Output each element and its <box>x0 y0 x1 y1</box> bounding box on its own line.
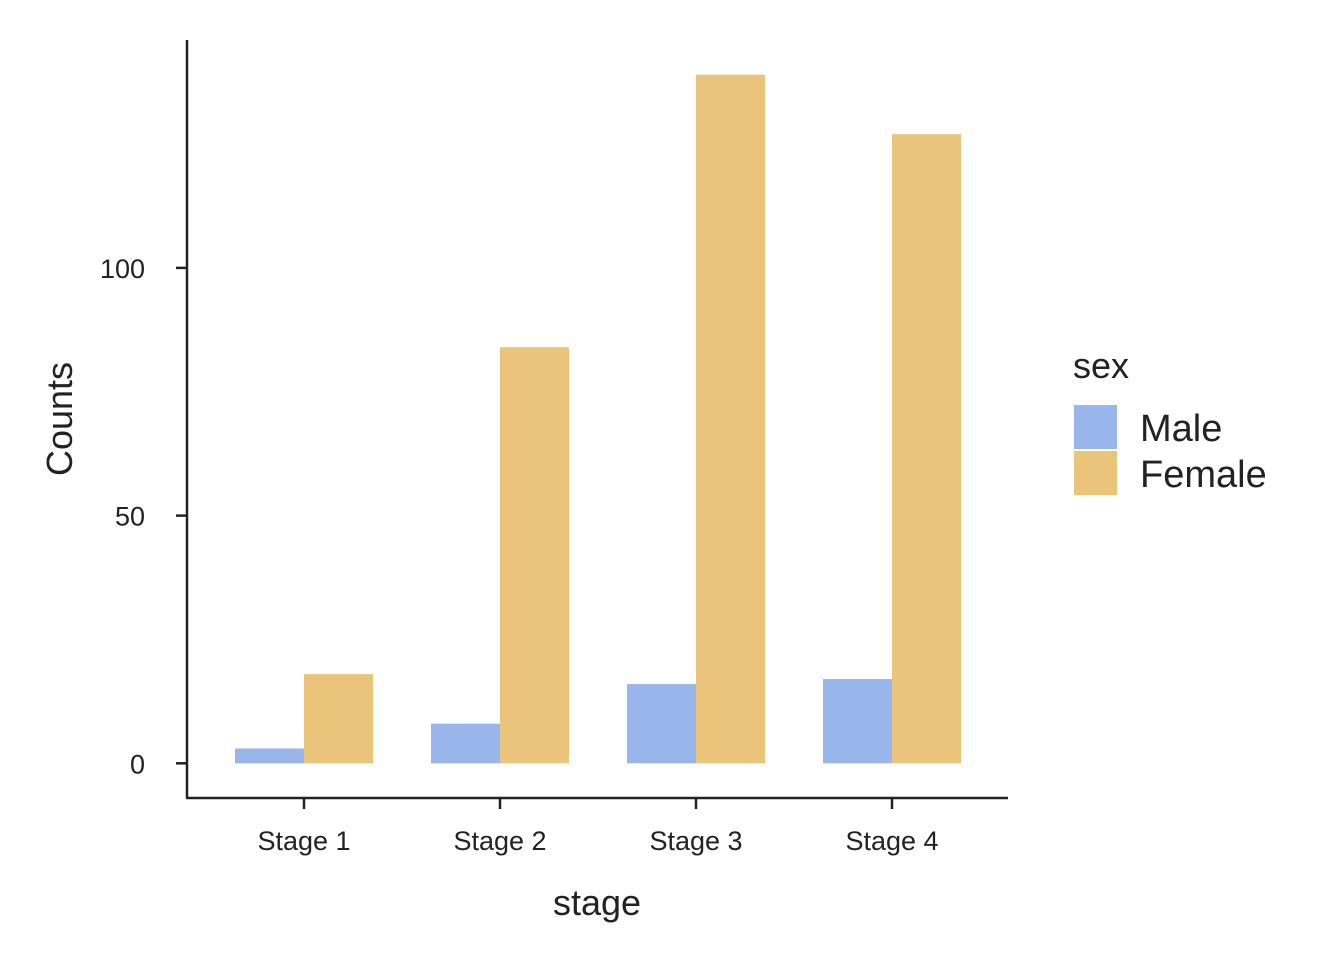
y-axis-title: Counts <box>39 362 80 476</box>
x-tick-label: Stage 3 <box>649 826 742 856</box>
bar-male-stage-1 <box>235 748 304 764</box>
bar-male-stage-2 <box>431 723 500 764</box>
x-tick-label: Stage 2 <box>453 826 546 856</box>
y-tick-label: 50 <box>115 502 145 532</box>
legend-title: sex <box>1073 345 1129 386</box>
legend-swatch-female <box>1074 451 1117 495</box>
y-tick-label: 100 <box>100 254 145 284</box>
bar-female-stage-4 <box>892 134 961 764</box>
x-tick-label: Stage 1 <box>257 826 350 856</box>
legend-label-male: Male <box>1140 408 1222 450</box>
bar-female-stage-3 <box>696 74 765 764</box>
bar-female-stage-2 <box>500 347 569 764</box>
x-axis-title: stage <box>553 882 641 923</box>
bar-male-stage-3 <box>627 684 696 764</box>
legend-label-female: Female <box>1140 454 1267 496</box>
y-tick-label: 0 <box>130 749 145 779</box>
legend-swatch-male <box>1074 405 1117 449</box>
x-tick-label: Stage 4 <box>845 826 938 856</box>
bar-female-stage-1 <box>304 674 373 764</box>
bars-layer <box>235 74 961 764</box>
axes-layer <box>185 40 1008 800</box>
bar-male-stage-4 <box>823 679 892 764</box>
ticks-layer: 0 50 100 Stage 1 Stage 2 Stage 3 Stage 4 <box>100 254 939 856</box>
